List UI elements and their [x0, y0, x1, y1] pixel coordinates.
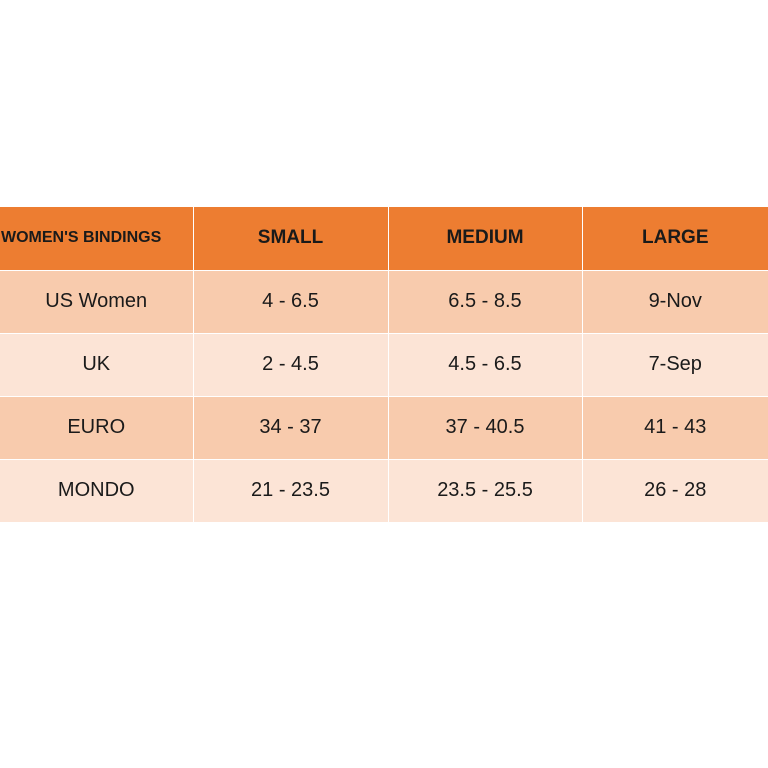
header-cell-small: SMALL: [193, 207, 389, 271]
table-cell-small: 2 - 4.5: [193, 333, 389, 397]
row-label: US Women: [0, 270, 194, 334]
table-cell-small: 21 - 23.5: [193, 459, 389, 523]
table-cell-medium: 6.5 - 8.5: [388, 270, 583, 334]
table-cell-large: 41 - 43: [582, 396, 768, 460]
header-cell-bindings: WOMEN'S BINDINGS: [0, 207, 194, 271]
table-header: WOMEN'S BINDINGS SMALL MEDIUM LARGE: [0, 207, 768, 271]
table-cell-large: 9-Nov: [582, 270, 768, 334]
table-cell-medium: 23.5 - 25.5: [388, 459, 583, 523]
row-label: EURO: [0, 396, 194, 460]
table-row-uk: UK 2 - 4.5 4.5 - 6.5 7-Sep: [0, 333, 768, 397]
size-chart-table: WOMEN'S BINDINGS SMALL MEDIUM LARGE US W…: [0, 207, 768, 523]
table-row-mondo: MONDO 21 - 23.5 23.5 - 25.5 26 - 28: [0, 459, 768, 523]
table-cell-large: 26 - 28: [582, 459, 768, 523]
header-row: WOMEN'S BINDINGS SMALL MEDIUM LARGE: [0, 207, 768, 271]
header-cell-large: LARGE: [582, 207, 768, 271]
table-cell-medium: 37 - 40.5: [388, 396, 583, 460]
table-cell-small: 34 - 37: [193, 396, 389, 460]
table-cell-medium: 4.5 - 6.5: [388, 333, 583, 397]
row-label: UK: [0, 333, 194, 397]
table-body: US Women 4 - 6.5 6.5 - 8.5 9-Nov UK 2 - …: [0, 270, 768, 523]
table-row-us-women: US Women 4 - 6.5 6.5 - 8.5 9-Nov: [0, 270, 768, 334]
row-label: MONDO: [0, 459, 194, 523]
table-cell-large: 7-Sep: [582, 333, 768, 397]
table-row-euro: EURO 34 - 37 37 - 40.5 41 - 43: [0, 396, 768, 460]
header-cell-medium: MEDIUM: [388, 207, 583, 271]
table-cell-small: 4 - 6.5: [193, 270, 389, 334]
